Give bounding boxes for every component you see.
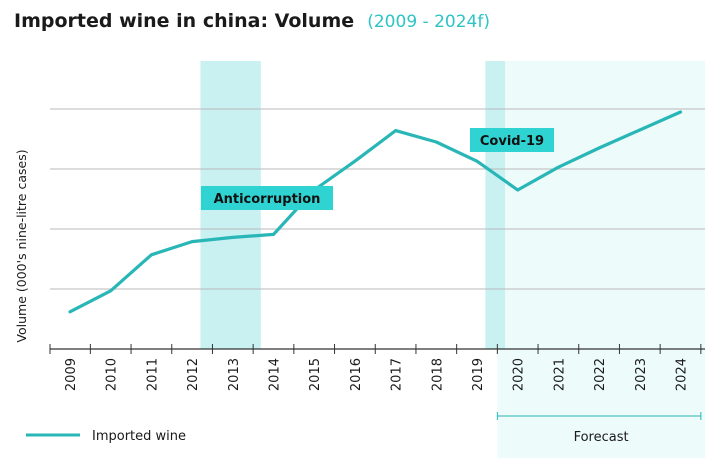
data-point bbox=[679, 110, 682, 114]
y-axis-label: Volume (000's nine-litre cases) bbox=[14, 149, 29, 342]
chart-title: Imported wine in china: Volume bbox=[14, 10, 354, 32]
annotation-layer: Anticorruption Covid-19 Forecast bbox=[201, 128, 702, 445]
x-tick-label: 2023 bbox=[634, 358, 649, 391]
x-tick-label: 2010 bbox=[105, 358, 120, 391]
data-point bbox=[353, 159, 357, 163]
data-point bbox=[516, 188, 520, 192]
axis-layer: 2009 2010 2011 2012 2013 2014 2015 2016 2017 2018… bbox=[49, 344, 705, 391]
data-point bbox=[68, 310, 72, 314]
data-point bbox=[475, 159, 479, 163]
chart-title-line: Imported wine in china: Volume (2009 - 2… bbox=[14, 10, 490, 32]
x-tick-label: 2018 bbox=[430, 358, 445, 391]
x-tick-label: 2012 bbox=[186, 358, 201, 391]
x-tick-label: 2014 bbox=[268, 358, 283, 391]
grid-layer bbox=[50, 108, 705, 290]
data-point bbox=[231, 236, 235, 239]
annotation-box-1 bbox=[470, 128, 554, 152]
data-point bbox=[597, 146, 601, 150]
data-point bbox=[638, 128, 642, 132]
x-tick-label: 2017 bbox=[390, 358, 405, 391]
data-point bbox=[557, 165, 560, 169]
data-point bbox=[109, 289, 113, 293]
annotation-box-0 bbox=[201, 186, 333, 210]
x-tick-label: 2015 bbox=[308, 358, 323, 391]
data-point bbox=[434, 140, 438, 144]
x-tick-label: 2013 bbox=[227, 358, 242, 391]
x-tick-label: 2024 bbox=[675, 358, 690, 391]
legend: Imported wine bbox=[26, 429, 186, 444]
data-point bbox=[394, 129, 397, 133]
x-tick-label: 2009 bbox=[64, 358, 79, 391]
annotation-label-1: Covid-19 bbox=[480, 134, 544, 149]
data-point bbox=[190, 240, 194, 244]
chart-subtitle: (2009 - 2024f) bbox=[367, 12, 490, 32]
x-tick-label: 2020 bbox=[512, 358, 527, 391]
x-tick-label: 2022 bbox=[593, 358, 608, 391]
forecast-region bbox=[497, 61, 705, 458]
data-point bbox=[272, 233, 275, 236]
x-tick-label: 2016 bbox=[349, 358, 364, 391]
annotation-label-0: Anticorruption bbox=[214, 192, 321, 207]
x-tick-label: 2021 bbox=[552, 358, 567, 391]
forecast-label: Forecast bbox=[574, 430, 629, 445]
legend-label: Imported wine bbox=[92, 429, 186, 444]
background-layer bbox=[200, 61, 705, 458]
data-point bbox=[150, 253, 153, 257]
x-tick-label: 2011 bbox=[145, 358, 160, 391]
series-line-0 bbox=[68, 110, 683, 314]
x-tick-label: 2019 bbox=[471, 358, 486, 391]
series-layer bbox=[68, 110, 683, 314]
highlight-band-1 bbox=[485, 61, 506, 349]
